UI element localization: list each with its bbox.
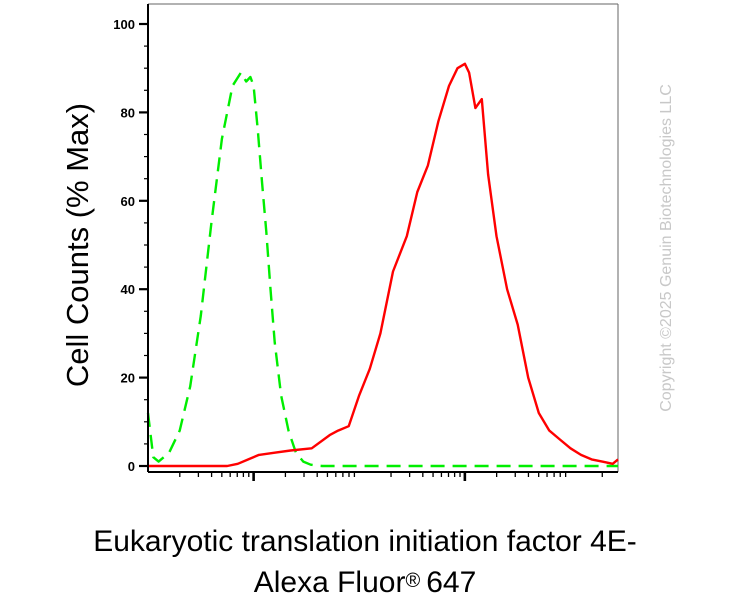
x-axis-title-line2: Alexa Fluor® 647: [0, 563, 730, 603]
y-tick-label: 100: [113, 17, 135, 32]
y-tick-label: 40: [121, 282, 135, 297]
x-axis-title-number: 647: [426, 566, 477, 599]
y-tick-label: 20: [121, 371, 135, 386]
y-tick-label: 80: [121, 105, 135, 120]
series-line-1: [146, 71, 618, 468]
y-tick-label: 60: [121, 194, 135, 209]
x-axis-title-line1: Eukaryotic translation initiation factor…: [93, 525, 637, 558]
x-axis-title-reagent: Alexa Fluor: [253, 566, 406, 599]
plot-area: [148, 3, 619, 472]
x-axis: [148, 471, 618, 481]
copyright-watermark: Copyright ©2025 Genuin Biotechnologies L…: [658, 84, 675, 412]
registered-mark: ®: [405, 570, 421, 592]
histogram-curves: [146, 62, 619, 468]
y-axis: 0 20 40 60 80 100: [113, 4, 149, 474]
y-axis-title: Cell Counts (% Max): [60, 103, 95, 387]
y-tick-label: 0: [128, 459, 135, 474]
series-line-2: [148, 62, 619, 468]
